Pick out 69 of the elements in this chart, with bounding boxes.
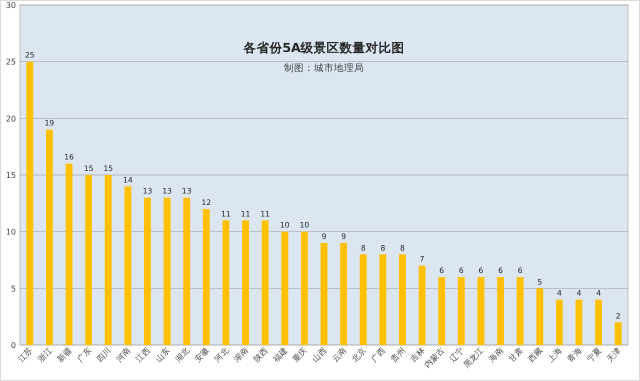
x-tick-label: 上海 xyxy=(546,346,564,364)
x-tick-label: 江西 xyxy=(134,346,152,364)
bar xyxy=(164,198,171,345)
y-tick-label: 15 xyxy=(6,171,16,180)
x-tick-label: 湖北 xyxy=(173,346,192,364)
bar xyxy=(26,62,34,345)
bar xyxy=(536,288,544,345)
x-tick-label: 甘肃 xyxy=(506,346,525,364)
x-tick-label: 天津 xyxy=(604,346,623,364)
y-tick-label: 20 xyxy=(6,114,16,124)
x-tick-label: 云南 xyxy=(330,346,348,364)
x-tick-label: 河南 xyxy=(114,346,132,364)
y-tick-label: 25 xyxy=(6,58,16,67)
x-tick-label: 重庆 xyxy=(291,346,309,364)
bar xyxy=(477,277,484,345)
bar xyxy=(458,277,465,345)
x-tick-label: 陕西 xyxy=(252,346,270,364)
x-tick-label: 北京 xyxy=(350,346,368,364)
bar xyxy=(242,220,249,345)
x-tick-label: 吉林 xyxy=(408,346,426,364)
x-tick-label: 浙江 xyxy=(36,346,54,364)
bar xyxy=(66,164,72,345)
y-tick-label: 0 xyxy=(10,341,16,350)
bar xyxy=(46,130,53,345)
bar xyxy=(418,266,426,345)
bar xyxy=(85,175,92,345)
x-tick-label: 山东 xyxy=(154,346,172,364)
bar xyxy=(183,198,190,345)
bar xyxy=(300,232,308,345)
bar xyxy=(516,277,524,345)
bar xyxy=(281,232,288,345)
bar xyxy=(340,243,348,345)
x-tick-label: 贵州 xyxy=(389,346,407,364)
y-tick-label: 10 xyxy=(6,228,16,237)
x-tick-label: 黑龙江 xyxy=(462,346,486,370)
bar xyxy=(202,209,210,345)
x-tick-label: 安徽 xyxy=(193,346,211,364)
bar xyxy=(262,220,269,345)
x-tick-label: 河北 xyxy=(212,346,230,364)
bar xyxy=(497,277,504,345)
text: 制图：城市地理局 xyxy=(284,62,364,74)
bar xyxy=(222,220,230,345)
bar xyxy=(320,243,328,345)
x-tick-label: 宁夏 xyxy=(585,346,603,364)
text: 各省份5A级景区数量对比图 xyxy=(242,40,405,55)
bar xyxy=(124,186,132,345)
x-tick-label: 广西 xyxy=(370,346,388,364)
bar xyxy=(595,300,602,345)
bar xyxy=(556,300,563,345)
x-tick-label: 新疆 xyxy=(56,346,74,364)
bar xyxy=(614,322,622,345)
y-tick-label: 5 xyxy=(10,284,16,294)
bar xyxy=(144,198,151,345)
x-tick-label: 山西 xyxy=(310,346,328,364)
x-tick-label: 海南 xyxy=(487,346,505,364)
x-tick-label: 福建 xyxy=(272,346,290,364)
x-tick-label: 四川 xyxy=(94,346,113,364)
x-tick-label: 广东 xyxy=(75,346,94,364)
bar xyxy=(360,254,367,345)
bar xyxy=(576,300,582,345)
x-tick-label: 西藏 xyxy=(526,346,544,364)
x-tick-label: 湖南 xyxy=(232,346,250,364)
x-tick-label: 江苏 xyxy=(16,346,34,364)
bar xyxy=(438,277,446,345)
x-tick-label: 青海 xyxy=(566,346,584,364)
bar xyxy=(379,254,386,345)
bar xyxy=(399,254,406,345)
bar xyxy=(104,175,112,345)
y-tick-label: 30 xyxy=(6,1,16,10)
